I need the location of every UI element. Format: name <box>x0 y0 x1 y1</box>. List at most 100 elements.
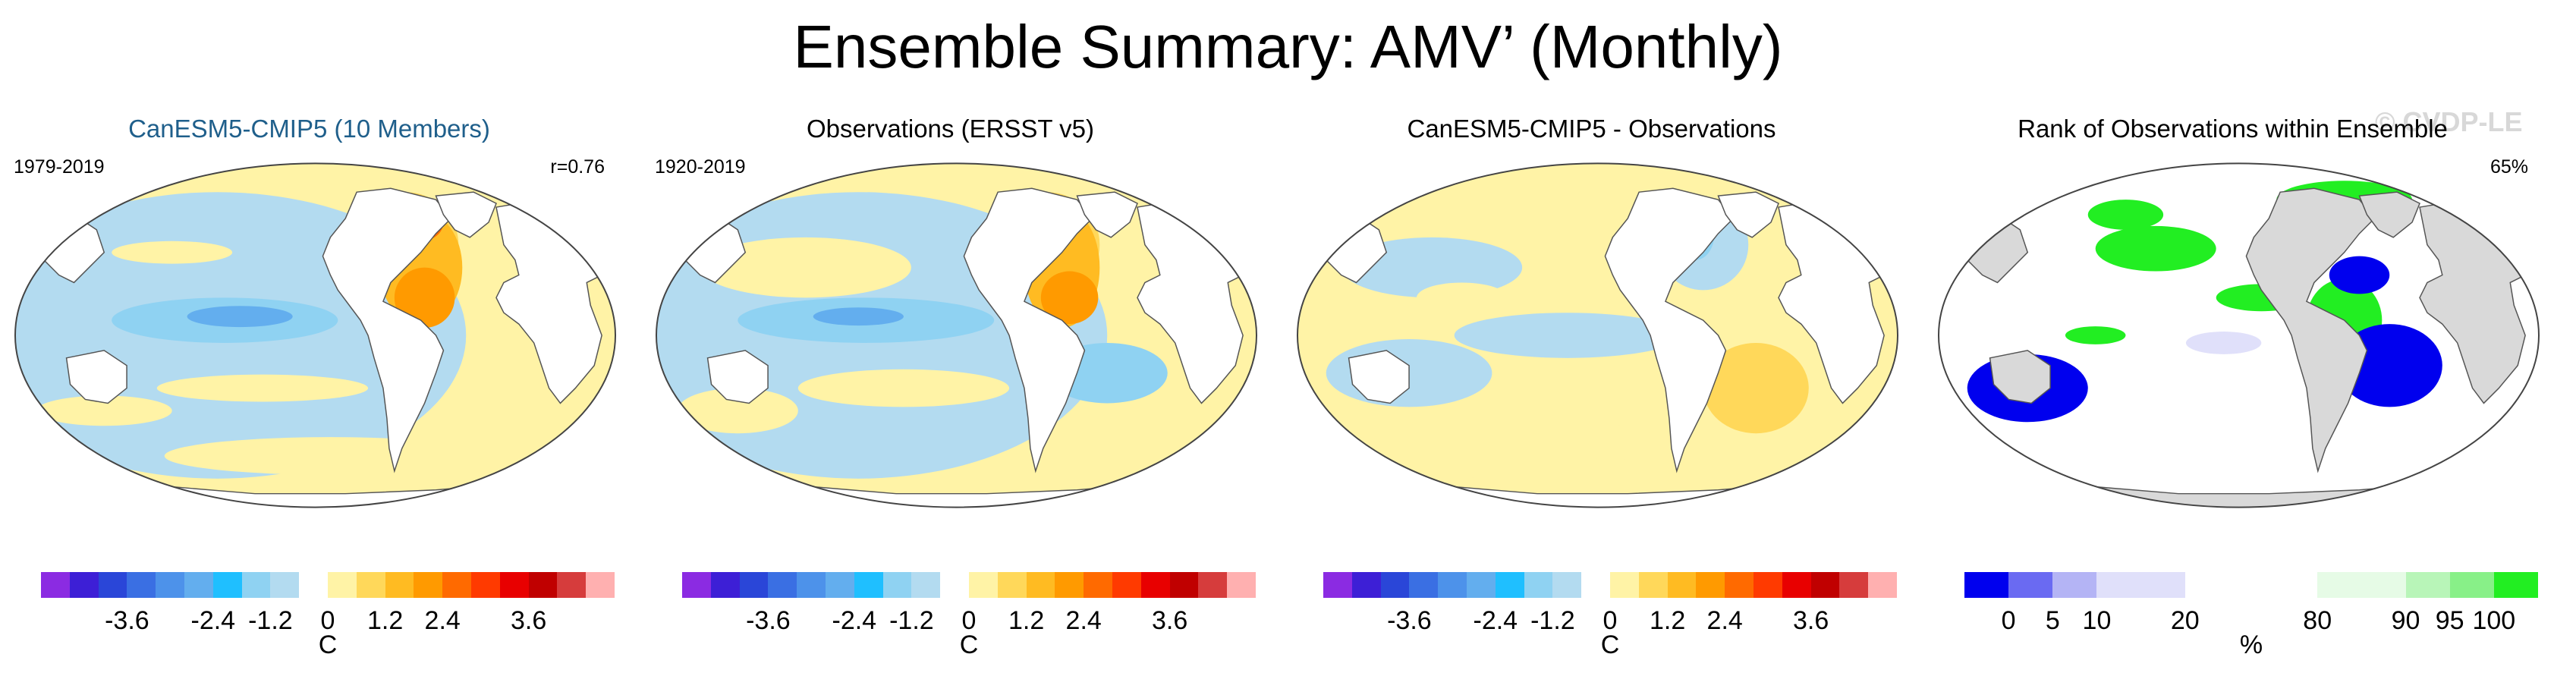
colorbar-segment <box>1753 572 1782 598</box>
colorbar-segment <box>1609 572 1639 598</box>
colorbar-tick-label: 0 <box>961 606 977 635</box>
field-contour <box>2087 200 2164 230</box>
colorbar-segment <box>2184 572 2229 598</box>
colorbar-ticks: -3.6 -2.4 -1.2 0 1.2 2.4 3.6 <box>682 605 1256 639</box>
field-contour <box>156 374 369 402</box>
colorbar-tick-label: -2.4 <box>1473 606 1518 635</box>
world-map <box>14 162 617 508</box>
colorbar-segment <box>2273 572 2318 598</box>
colorbar-tick-label: 1.2 <box>366 606 404 635</box>
colorbar-segment <box>442 572 471 598</box>
colorbar-segment <box>98 572 127 598</box>
colorbar-segment <box>1198 572 1228 598</box>
field-contour <box>1477 422 1658 460</box>
colorbar-segment <box>1782 572 1811 598</box>
colorbar-segment <box>2361 572 2406 598</box>
colorbar-segment <box>968 572 998 598</box>
colorbar-segment <box>768 572 797 598</box>
colorbar-tick-label: 1.2 <box>1008 606 1045 635</box>
panel-period-label: 1920-2019 <box>655 156 746 178</box>
panel-title: CanESM5-CMIP5 - Observations <box>1407 115 1776 143</box>
colorbar-segment <box>1351 572 1381 598</box>
colorbar-segment <box>2317 572 2362 598</box>
land-greenland <box>1717 191 1779 238</box>
colorbar-tick-label: 0 <box>2001 606 2016 635</box>
colorbar-segment <box>682 572 711 598</box>
world-map <box>655 162 1258 508</box>
map-panel-1: CanESM5-CMIP5 (10 Members) 1979-2019 r=0.7… <box>0 114 618 676</box>
colorbar-tick-label: 5 <box>2045 606 2060 635</box>
colorbar-segment <box>1667 572 1697 598</box>
colorbar-segment <box>1581 572 1610 598</box>
colorbar-segment <box>1169 572 1199 598</box>
field-contour <box>1417 282 1508 313</box>
colorbar-tick-label: -1.2 <box>889 606 934 635</box>
colorbar-unit: % <box>2239 630 2263 659</box>
colorbar-segment <box>127 572 156 598</box>
field-contour <box>677 388 798 434</box>
colorbar-segment <box>1725 572 1754 598</box>
colorbar-segment <box>528 572 558 598</box>
colorbar-tick-label: 10 <box>2082 606 2112 635</box>
colorbar-segment <box>797 572 826 598</box>
colorbar-segment <box>825 572 854 598</box>
map-border <box>1296 162 1899 508</box>
map-panel-3: CanESM5-CMIP5 - Observations -3.6 -2.4 -1.2… <box>1282 114 1901 676</box>
land-australia <box>1348 350 1410 404</box>
colorbar-segment <box>270 572 300 598</box>
colorbar-segment <box>586 572 615 598</box>
colorbar-segment <box>356 572 385 598</box>
colorbar-segment <box>2140 572 2185 598</box>
land-australia <box>706 350 769 404</box>
colorbar-segment <box>854 572 883 598</box>
land-greenland <box>435 191 497 238</box>
colorbar-unit: C <box>959 630 979 659</box>
colorbar-segment <box>1524 572 1553 598</box>
panel-title: Rank of Observations within Ensemble <box>2018 115 2448 143</box>
colorbar-segment <box>499 572 529 598</box>
colorbar-segment <box>1552 572 1582 598</box>
colorbar-segment <box>2449 572 2494 598</box>
colorbar-tick-label: 0 <box>1603 606 1618 635</box>
colorbar-segment <box>327 572 357 598</box>
colorbar-segment <box>940 572 969 598</box>
field-contour <box>187 306 293 328</box>
field-contour <box>2065 326 2126 344</box>
land-americas <box>2245 187 2376 473</box>
colorbar-ticks: -3.6 -2.4 -1.2 0 1.2 2.4 3.6 <box>1323 605 1897 639</box>
colorbar-tick-label: 3.6 <box>1792 606 1829 635</box>
colorbar-tick-label: 95 <box>2435 606 2464 635</box>
colorbar-tick-label: -2.4 <box>832 606 877 635</box>
colorbar-segment <box>1810 572 1840 598</box>
colorbar-segment <box>241 572 271 598</box>
world-map <box>1296 162 1899 508</box>
colorbar-segment <box>1055 572 1084 598</box>
colorbar-tick-label: -1.2 <box>1530 606 1575 635</box>
colorbar-segment <box>2228 572 2274 598</box>
field-contour <box>813 307 904 326</box>
colorbar <box>41 572 615 598</box>
colorbar-tick-label: 1.2 <box>1649 606 1686 635</box>
colorbar-ticks: 0 5 10 20 80 90 95 100 <box>1964 605 2538 639</box>
field-contour <box>1454 313 1681 358</box>
land-australia <box>1989 350 2051 404</box>
colorbar <box>1323 572 1897 598</box>
land-australia <box>65 350 127 404</box>
colorbar-segment <box>739 572 769 598</box>
colorbar-segment <box>2096 572 2141 598</box>
land-americas <box>1604 187 1735 473</box>
colorbar-segment <box>1084 572 1112 598</box>
colorbar-segment <box>1380 572 1410 598</box>
colorbar-tick-label: -3.6 <box>105 606 149 635</box>
colorbar-segment <box>2493 572 2539 598</box>
colorbar-segment <box>1839 572 1869 598</box>
colorbar <box>1964 572 2539 598</box>
field-contour <box>797 369 1010 407</box>
field-contour <box>1040 271 1099 325</box>
colorbar-segment <box>1964 572 2009 598</box>
panel-stat-label: 65% <box>2490 156 2528 178</box>
colorbar-segment <box>212 572 242 598</box>
colorbar <box>682 572 1256 598</box>
map-border <box>14 162 617 508</box>
colorbar-segment <box>1438 572 1467 598</box>
